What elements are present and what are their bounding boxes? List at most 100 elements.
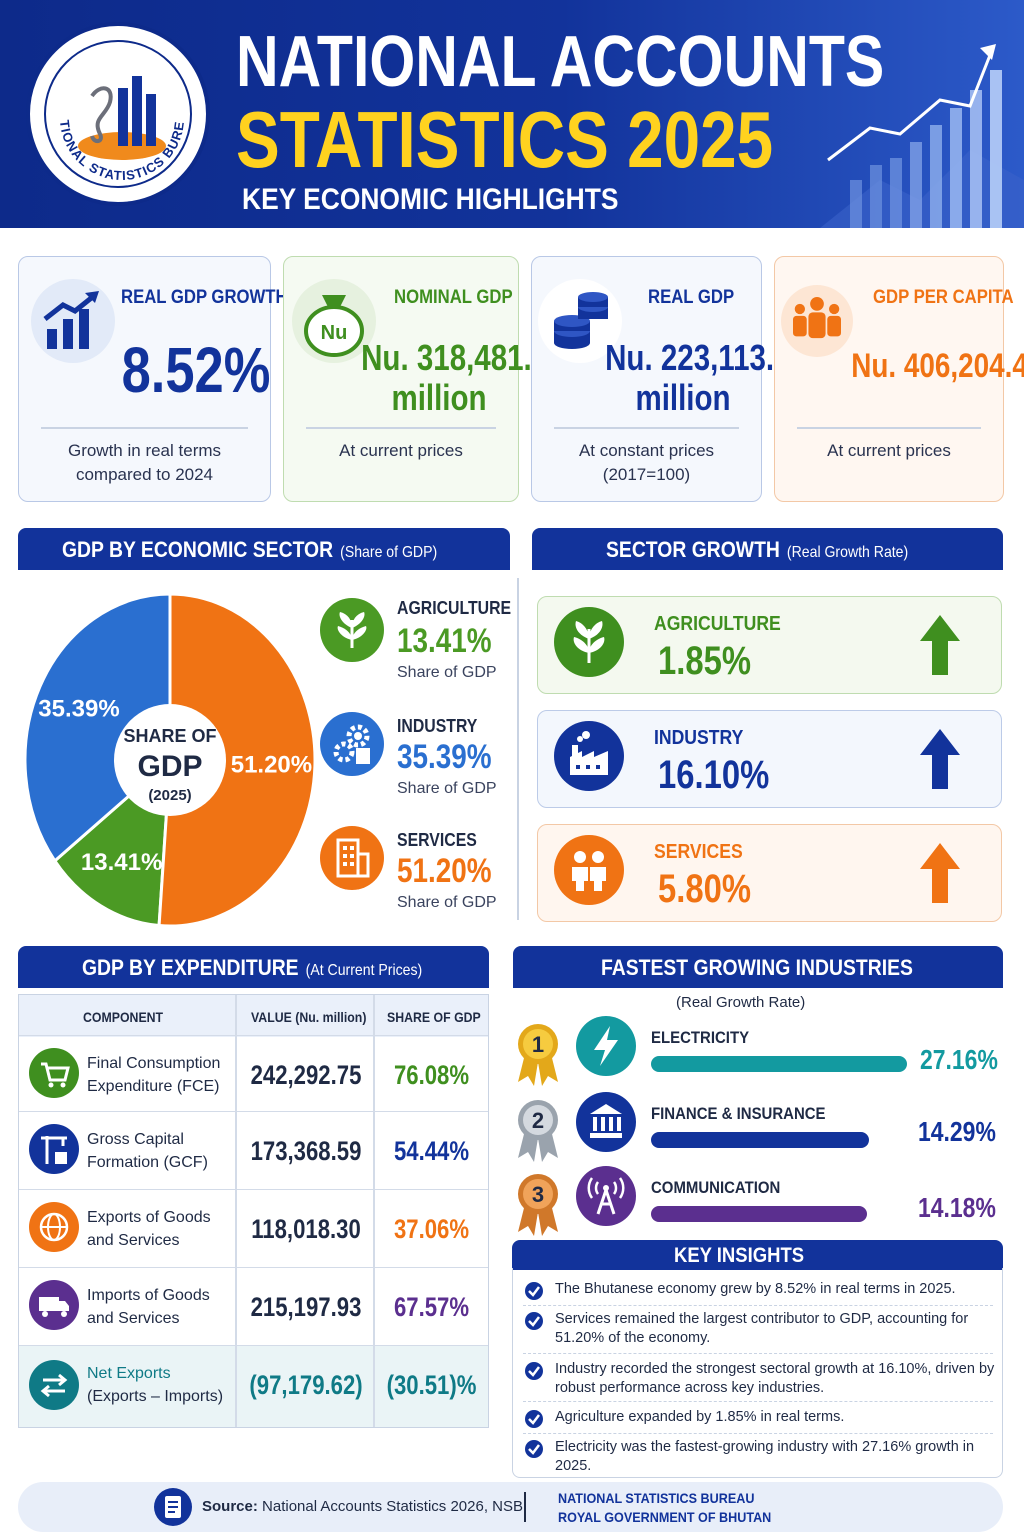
arrow-up-icon bbox=[920, 615, 960, 675]
row-value: 215,197.93 bbox=[250, 1292, 362, 1322]
table-row: Imports of Goods and Services 215,197.93 … bbox=[19, 1267, 488, 1345]
check-icon bbox=[525, 1282, 543, 1300]
section-subtitle: (At Current Prices) bbox=[305, 962, 423, 979]
legend-value-services: 51.20% bbox=[397, 852, 492, 890]
donut-label-industry: 35.39% bbox=[38, 696, 119, 723]
arrow-up-icon bbox=[920, 843, 960, 903]
legend-sub: Share of GDP bbox=[397, 664, 497, 681]
crane-icon bbox=[29, 1124, 79, 1174]
factory-icon bbox=[554, 721, 624, 791]
legend-name-industry: INDUSTRY bbox=[397, 716, 478, 736]
sector-share-donut-chart: SHARE OF GDP (2025) 13.41% 35.39% 51.20% bbox=[23, 592, 317, 928]
cart-icon bbox=[29, 1048, 79, 1098]
kpi-label: REAL GDP GROWTH bbox=[121, 287, 288, 308]
medal-rank: 1 bbox=[532, 1032, 544, 1057]
logo-emblem-icon: NATIONAL STATISTICS BUREAU bbox=[30, 26, 186, 183]
legend-sub: Share of GDP bbox=[397, 780, 497, 797]
sector-growth-card-services: SERVICES 5.80% bbox=[537, 824, 1002, 922]
kpi-value: Nu. 406,204.41 bbox=[851, 347, 1024, 385]
medal-rank: 3 bbox=[532, 1182, 544, 1207]
check-icon bbox=[525, 1440, 543, 1458]
row-share: 54.44% bbox=[393, 1136, 470, 1166]
coins-stack-icon bbox=[538, 279, 622, 363]
legend-value-industry: 35.39% bbox=[397, 738, 492, 776]
row-share: 67.57% bbox=[393, 1292, 470, 1322]
row-component: Imports of Goods and Services bbox=[87, 1287, 210, 1327]
donut-slice-services bbox=[157, 592, 317, 928]
row-share: 76.08% bbox=[393, 1060, 470, 1090]
page-title-line2: STATISTICS 2025 bbox=[236, 95, 774, 184]
donut-center-line2: GDP bbox=[137, 750, 202, 783]
kpi-note: Growth in real terms compared to 2024 bbox=[67, 441, 222, 484]
row-component: Final Consumption Expenditure (FCE) bbox=[87, 1055, 221, 1095]
expenditure-table: COMPONENT VALUE (Nu. million) SHARE OF G… bbox=[18, 994, 489, 1428]
header-banner: NATIONAL STATISTICS BUREAU NATIONAL ACCO… bbox=[0, 0, 1024, 228]
kpi-note: At current prices bbox=[827, 441, 951, 460]
document-icon bbox=[154, 1488, 192, 1526]
kpi-note: At current prices bbox=[339, 441, 463, 460]
check-icon bbox=[525, 1410, 543, 1428]
table-row: Final Consumption Expenditure (FCE) 242,2… bbox=[19, 1035, 488, 1113]
donut-label-services: 51.20% bbox=[231, 751, 312, 778]
industry-name: ELECTRICITY bbox=[651, 1028, 750, 1047]
table-header: COMPONENT VALUE (Nu. million) SHARE OF G… bbox=[19, 995, 488, 1037]
money-bag-text: Nu bbox=[321, 322, 348, 344]
footer-org: NATIONAL STATISTICS BUREAU ROYAL GOVERNME… bbox=[558, 1490, 772, 1525]
sector-growth-value: 5.80% bbox=[658, 867, 752, 911]
kpi-label: REAL GDP bbox=[648, 287, 735, 308]
col-header-share: SHARE OF GDP bbox=[387, 1009, 481, 1025]
kpi-note: At constant prices (2017=100) bbox=[578, 441, 715, 484]
row-share: 37.06% bbox=[393, 1214, 470, 1244]
money-bag-icon: Nu bbox=[292, 279, 376, 363]
building-icon bbox=[320, 826, 384, 890]
kpi-value-line2: million bbox=[391, 377, 487, 418]
section-header-sector-share: GDP BY ECONOMIC SECTOR (Share of GDP) bbox=[18, 528, 510, 570]
industry-bar-finance bbox=[651, 1132, 869, 1148]
globe-icon bbox=[29, 1202, 79, 1252]
antenna-icon bbox=[576, 1166, 636, 1226]
insight-item: The Bhutanese economy grew by 8.52% in r… bbox=[523, 1280, 993, 1306]
donut-slice-industry bbox=[23, 592, 172, 864]
bank-icon bbox=[576, 1092, 636, 1152]
industry-bar-electricity bbox=[651, 1056, 907, 1072]
legend-sub: Share of GDP bbox=[397, 894, 497, 911]
legend-name-agriculture: AGRICULTURE bbox=[397, 598, 512, 618]
industry-value: 14.18% bbox=[918, 1192, 996, 1223]
kpi-card-nominal-gdp: Nu NOMINAL GDP Nu. 318,481.72 million At… bbox=[283, 256, 565, 502]
section-title: GDP BY EXPENDITURE bbox=[82, 955, 299, 980]
row-value: 242,292.75 bbox=[250, 1060, 362, 1090]
kpi-value-line1: Nu. 223,113.92 bbox=[605, 337, 807, 378]
insight-item: Services remained the largest contributo… bbox=[523, 1310, 993, 1354]
insight-item: Electricity was the fastest-growing indu… bbox=[523, 1438, 993, 1478]
medal-silver-icon: 2 bbox=[518, 1100, 558, 1162]
kpi-card-real-gdp: REAL GDP Nu. 223,113.92 million At const… bbox=[531, 256, 807, 502]
industry-value: 14.29% bbox=[918, 1116, 996, 1147]
sector-growth-name: SERVICES bbox=[654, 841, 743, 863]
bar-growth-icon bbox=[31, 279, 115, 363]
industries-subtitle: (Real Growth Rate) bbox=[676, 994, 806, 1011]
industry-value: 27.16% bbox=[920, 1044, 998, 1075]
industry-name: COMMUNICATION bbox=[651, 1178, 781, 1197]
kpi-card-gdp-per-capita: GDP PER CAPITA Nu. 406,204.41 At current… bbox=[774, 256, 1024, 502]
medal-bronze-icon: 3 bbox=[518, 1174, 558, 1236]
row-value: 173,368.59 bbox=[250, 1136, 362, 1166]
section-header-insights: KEY INSIGHTS bbox=[512, 1240, 1003, 1270]
donut-center-line3: (2025) bbox=[148, 787, 191, 804]
gears-icon bbox=[320, 712, 384, 776]
row-component: Gross Capital Formation (GCF) bbox=[87, 1131, 208, 1171]
section-header-expenditure: GDP BY EXPENDITURE (At Current Prices) bbox=[18, 946, 489, 988]
section-divider bbox=[517, 578, 519, 920]
section-title: GDP BY ECONOMIC SECTOR bbox=[62, 537, 334, 562]
medal-rank: 2 bbox=[532, 1108, 544, 1133]
table-row: Gross Capital Formation (GCF) 173,368.59 … bbox=[19, 1111, 488, 1189]
plant-icon bbox=[320, 598, 384, 662]
kpi-value-line1: Nu. 318,481.72 bbox=[361, 337, 565, 378]
truck-icon bbox=[29, 1280, 79, 1330]
section-title: KEY INSIGHTS bbox=[674, 1244, 805, 1267]
section-title: SECTOR GROWTH bbox=[606, 537, 780, 562]
page-title-line1: NATIONAL ACCOUNTS bbox=[236, 22, 885, 102]
section-subtitle: (Share of GDP) bbox=[340, 544, 438, 561]
insight-item: Agriculture expanded by 1.85% in real te… bbox=[523, 1408, 993, 1434]
page-subtitle: KEY ECONOMIC HIGHLIGHTS bbox=[242, 183, 619, 216]
growth-graph-icon bbox=[820, 44, 1024, 228]
